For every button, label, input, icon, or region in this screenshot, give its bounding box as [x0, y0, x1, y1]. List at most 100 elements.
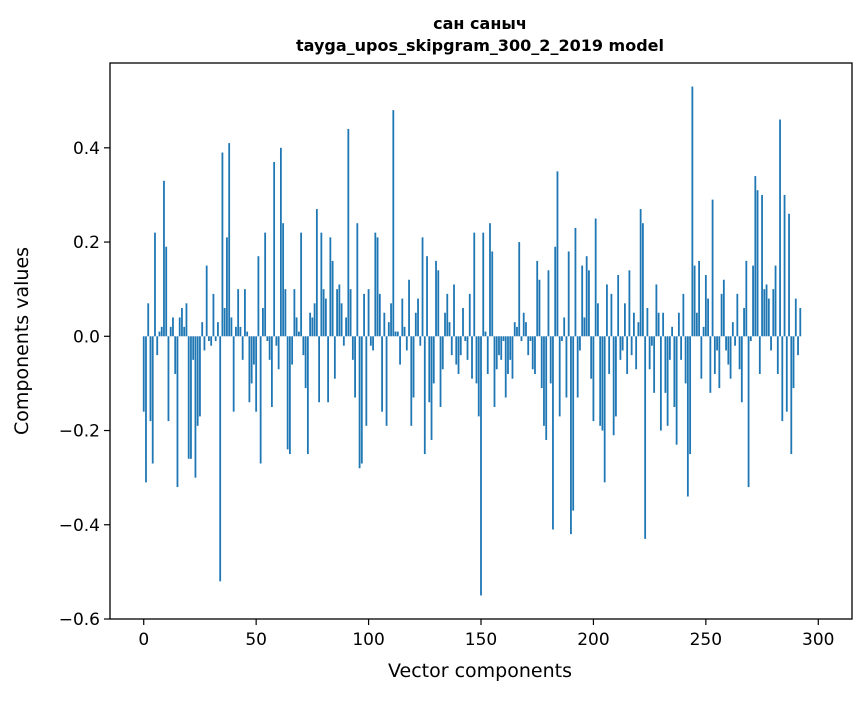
bar-201 [594, 218, 597, 337]
bar-255 [716, 336, 718, 351]
bar-group [142, 86, 802, 596]
bar-236 [673, 336, 676, 407]
bar-278 [767, 298, 770, 337]
bar-72 [304, 336, 307, 389]
bar-173 [531, 336, 534, 370]
bar-185 [558, 336, 561, 417]
bar-137 [450, 336, 453, 356]
bar-229 [657, 312, 660, 337]
bar-128 [430, 336, 433, 440]
bar-254 [713, 336, 716, 374]
bar-220 [637, 322, 640, 337]
bar-251 [707, 298, 709, 337]
bar-120 [412, 336, 415, 398]
bar-179 [545, 336, 548, 440]
bar-237 [675, 336, 678, 445]
bar-198 [588, 270, 590, 337]
bar-106 [381, 336, 383, 412]
bar-257 [720, 293, 723, 337]
bar-180 [547, 270, 550, 337]
x-tick-label: 50 [245, 630, 267, 650]
bar-157 [495, 336, 498, 370]
bar-213 [621, 336, 624, 351]
y-tick-label: 0.0 [73, 327, 100, 347]
bar-165 [513, 322, 516, 337]
x-tick-label: 200 [577, 630, 609, 650]
bar-101 [369, 336, 372, 346]
bar-287 [788, 213, 790, 337]
bar-289 [792, 336, 795, 389]
bar-99 [365, 336, 368, 426]
bar-121 [414, 312, 417, 337]
bar-227 [653, 336, 656, 393]
bar-263 [734, 336, 736, 346]
bar-111 [392, 110, 395, 337]
bar-150 [480, 336, 482, 596]
bar-187 [563, 317, 566, 337]
bar-114 [399, 336, 401, 365]
bar-21 [190, 336, 192, 459]
y-tick-label: 0.4 [73, 139, 100, 159]
bar-127 [428, 336, 431, 403]
bar-87 [338, 284, 341, 337]
bar-248 [700, 336, 703, 379]
bar-249 [702, 326, 705, 337]
bar-66 [291, 336, 294, 365]
bar-54 [264, 232, 267, 337]
bar-166 [516, 326, 518, 337]
bar-27 [203, 336, 206, 351]
bar-3 [149, 336, 152, 422]
bar-235 [671, 326, 674, 337]
bar-285 [783, 194, 786, 337]
bar-291 [797, 336, 799, 356]
bar-160 [502, 336, 505, 341]
bar-280 [772, 289, 775, 337]
bar-125 [423, 336, 426, 455]
x-axis-label: Vector components [388, 660, 572, 682]
bar-80 [322, 289, 325, 337]
bar-96 [358, 336, 361, 469]
bar-104 [376, 237, 379, 337]
bar-158 [498, 336, 500, 356]
x-tick-label: 0 [138, 630, 149, 650]
bar-164 [511, 336, 514, 379]
bar-142 [462, 308, 464, 337]
y-axis-label: Components values [11, 247, 33, 435]
bar-199 [590, 336, 593, 379]
bar-262 [731, 322, 734, 337]
bar-244 [691, 86, 694, 337]
bar-76 [313, 303, 316, 337]
bar-252 [709, 336, 712, 393]
bar-23 [194, 336, 197, 478]
bar-277 [765, 284, 768, 337]
bar-272 [754, 176, 757, 337]
bar-279 [770, 336, 772, 351]
bar-113 [396, 331, 399, 337]
bar-129 [432, 336, 435, 384]
bar-112 [394, 331, 397, 337]
bar-172 [529, 336, 532, 341]
bar-116 [403, 326, 406, 337]
bar-53 [262, 308, 264, 337]
bar-45 [244, 289, 246, 337]
bar-196 [583, 317, 586, 337]
bar-130 [435, 260, 437, 337]
bar-29 [208, 336, 210, 341]
bar-207 [608, 336, 611, 374]
bar-35 [221, 152, 224, 337]
bar-175 [536, 260, 539, 337]
bar-42 [237, 289, 240, 337]
bar-182 [552, 336, 554, 530]
bar-61 [279, 147, 282, 337]
bar-286 [785, 336, 788, 412]
bar-5 [154, 232, 156, 337]
bar-134 [444, 312, 446, 337]
bar-78 [318, 336, 321, 403]
bar-261 [729, 336, 732, 379]
x-tick-label: 100 [352, 630, 384, 650]
bar-132 [439, 336, 442, 407]
bar-292 [799, 308, 802, 337]
bar-209 [612, 336, 615, 436]
x-tick-label: 250 [690, 630, 722, 650]
bar-28 [205, 265, 208, 337]
